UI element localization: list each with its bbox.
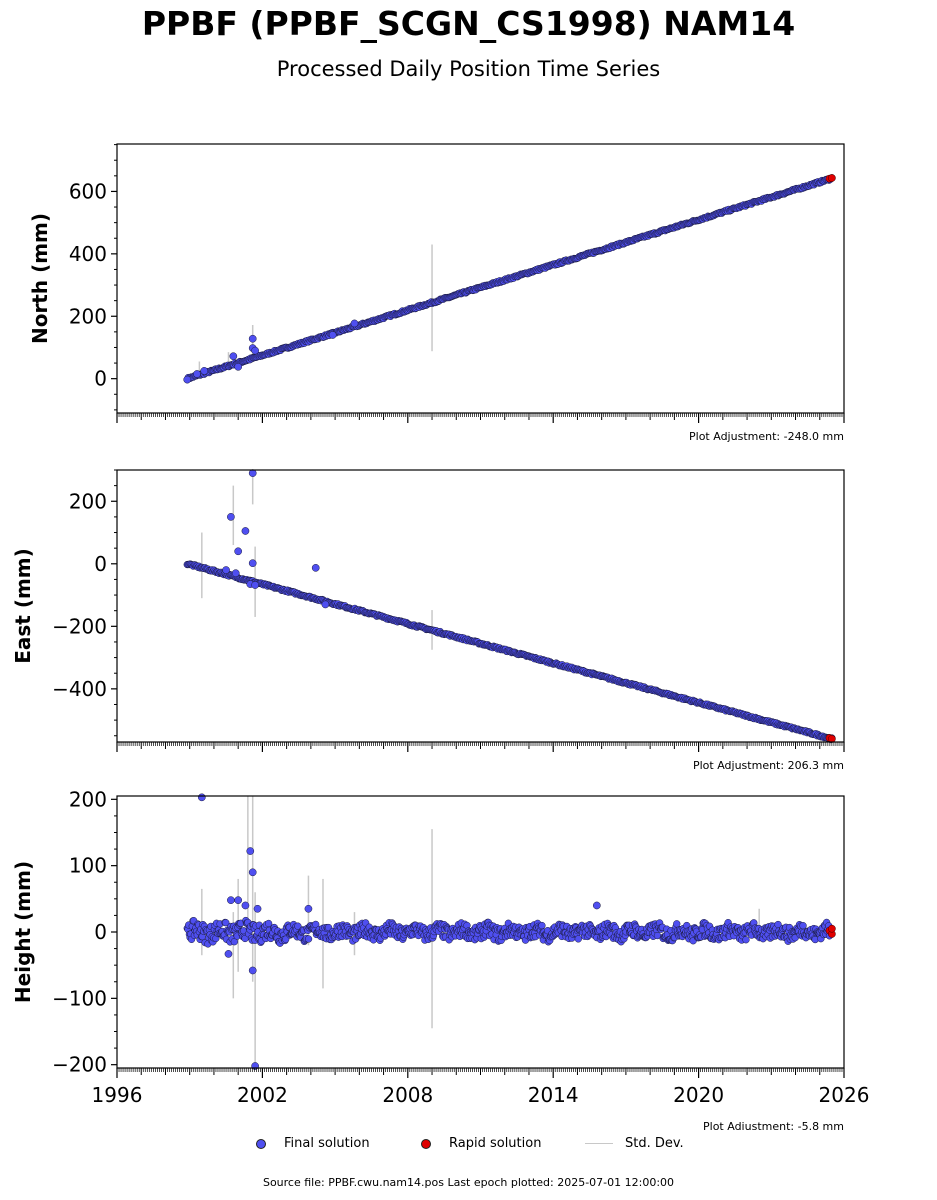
final-point	[248, 334, 257, 343]
final-point	[246, 847, 255, 855]
final-point	[248, 469, 257, 477]
final-point	[311, 564, 320, 572]
x-tick-label: 1996	[92, 1083, 143, 1107]
final-point	[193, 370, 201, 378]
chart-title: PPBF (PPBF_SCGN_CS1998) NAM14	[141, 4, 796, 43]
final-point	[183, 375, 192, 384]
legend-rapid-label: Rapid solution	[449, 1136, 542, 1151]
y-tick-label: −400	[52, 677, 107, 701]
axes-frame	[116, 469, 845, 743]
y-tick-label: 200	[69, 787, 107, 811]
final-point	[304, 935, 313, 943]
legend-final-label: Final solution	[284, 1136, 370, 1151]
final-point	[222, 566, 230, 574]
final-point	[222, 919, 230, 927]
stddev-line-icon	[585, 1143, 613, 1144]
final-point	[328, 331, 337, 339]
time-series-chart: 0 200 400 600 North (mm) Plot Adjustment: -24…	[11, 143, 870, 1130]
final-point	[234, 547, 243, 556]
x-tick-label: 2014	[528, 1083, 579, 1107]
final-point	[248, 559, 257, 568]
y-tick-label: 600	[69, 179, 107, 203]
x-tick-label: 2008	[382, 1083, 433, 1107]
rapid-point	[828, 174, 836, 182]
x-tick-label: 2026	[819, 1083, 870, 1107]
rapid-point	[828, 924, 836, 933]
y-axis-label: North (mm)	[28, 213, 52, 344]
y-tick-label: 200	[69, 304, 107, 328]
x-tick-label: 2020	[673, 1083, 724, 1107]
final-point	[251, 346, 259, 355]
legend-stddev-label: Std. Dev.	[625, 1136, 684, 1151]
final-point	[251, 581, 259, 589]
final-point	[294, 922, 302, 930]
y-tick-label: −200	[52, 1053, 107, 1077]
final-point	[231, 569, 240, 578]
y-tick-label: −200	[52, 614, 107, 638]
final-point	[224, 950, 233, 958]
final-point	[248, 868, 257, 877]
y-tick-label: 200	[69, 489, 107, 513]
final-point	[248, 966, 257, 975]
final-point	[592, 901, 601, 910]
final-point	[229, 352, 238, 361]
final-point	[312, 920, 320, 929]
y-axis-label: East (mm)	[11, 548, 35, 664]
final-point	[742, 936, 750, 944]
y-tick-label: 0	[94, 367, 107, 391]
y-tick-label: 0	[94, 920, 107, 944]
source-footer: Source file: PPBF.cwu.nam14.pos Last epo…	[262, 1176, 675, 1189]
final-point	[227, 896, 235, 905]
final-point	[234, 362, 243, 371]
legend: Final solution Rapid solution Std. Dev.	[0, 1136, 937, 1158]
y-tick-label: 100	[69, 854, 107, 878]
plot-adjustment: Plot Adjustment: -5.8 mm	[703, 1120, 844, 1130]
y-tick-label: −100	[52, 986, 107, 1010]
final-point	[241, 901, 250, 910]
final-point	[574, 935, 582, 943]
final-point	[197, 793, 206, 802]
legend-final: Final solution	[256, 1136, 370, 1151]
final-point	[321, 600, 330, 609]
y-tick-label: 0	[94, 552, 107, 576]
final-point	[350, 319, 359, 328]
plot-adjustment: Plot Adjustment: -248.0 mm	[689, 430, 844, 443]
final-point	[799, 922, 807, 930]
final-point	[241, 527, 250, 535]
final-point	[234, 896, 243, 905]
final-point	[304, 904, 313, 913]
y-axis-label: Height (mm)	[11, 861, 35, 1003]
final-point	[227, 513, 235, 521]
legend-rapid: Rapid solution	[421, 1136, 541, 1151]
final-point	[538, 921, 546, 930]
final-point	[200, 367, 209, 375]
axes-frame	[116, 143, 845, 414]
chart-subtitle: Processed Daily Position Time Series	[276, 57, 661, 81]
plot-adjustment: Plot Adjustment: 206.3 mm	[693, 759, 844, 772]
legend-stddev: Std. Dev.	[585, 1136, 684, 1151]
x-tick-label: 2002	[237, 1083, 288, 1107]
final-point	[253, 904, 262, 913]
rapid-marker-icon	[421, 1138, 431, 1149]
rapid-point	[828, 735, 836, 743]
y-tick-label: 400	[69, 242, 107, 266]
final-marker-icon	[256, 1138, 266, 1149]
